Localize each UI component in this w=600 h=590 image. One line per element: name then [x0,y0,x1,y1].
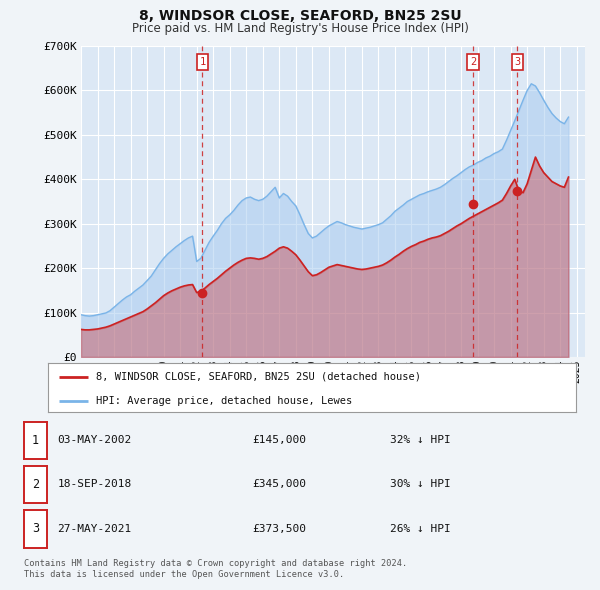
Text: 8, WINDSOR CLOSE, SEAFORD, BN25 2SU: 8, WINDSOR CLOSE, SEAFORD, BN25 2SU [139,9,461,23]
Text: 18-SEP-2018: 18-SEP-2018 [58,479,132,489]
Text: 8, WINDSOR CLOSE, SEAFORD, BN25 2SU (detached house): 8, WINDSOR CLOSE, SEAFORD, BN25 2SU (det… [95,372,421,382]
Text: 3: 3 [32,522,39,536]
Text: 1: 1 [32,434,39,447]
Text: 1: 1 [199,57,206,67]
Text: £373,500: £373,500 [252,524,306,534]
Text: Contains HM Land Registry data © Crown copyright and database right 2024.: Contains HM Land Registry data © Crown c… [24,559,407,568]
Text: 30% ↓ HPI: 30% ↓ HPI [390,479,451,489]
Text: This data is licensed under the Open Government Licence v3.0.: This data is licensed under the Open Gov… [24,571,344,579]
Text: 27-MAY-2021: 27-MAY-2021 [58,524,132,534]
Text: 2: 2 [470,57,476,67]
Text: 2: 2 [32,477,39,491]
Text: 26% ↓ HPI: 26% ↓ HPI [390,524,451,534]
Text: £345,000: £345,000 [252,479,306,489]
Text: 32% ↓ HPI: 32% ↓ HPI [390,435,451,445]
Text: 3: 3 [514,57,520,67]
Text: Price paid vs. HM Land Registry's House Price Index (HPI): Price paid vs. HM Land Registry's House … [131,22,469,35]
Text: HPI: Average price, detached house, Lewes: HPI: Average price, detached house, Lewe… [95,396,352,406]
Text: £145,000: £145,000 [252,435,306,445]
Text: 03-MAY-2002: 03-MAY-2002 [58,435,132,445]
